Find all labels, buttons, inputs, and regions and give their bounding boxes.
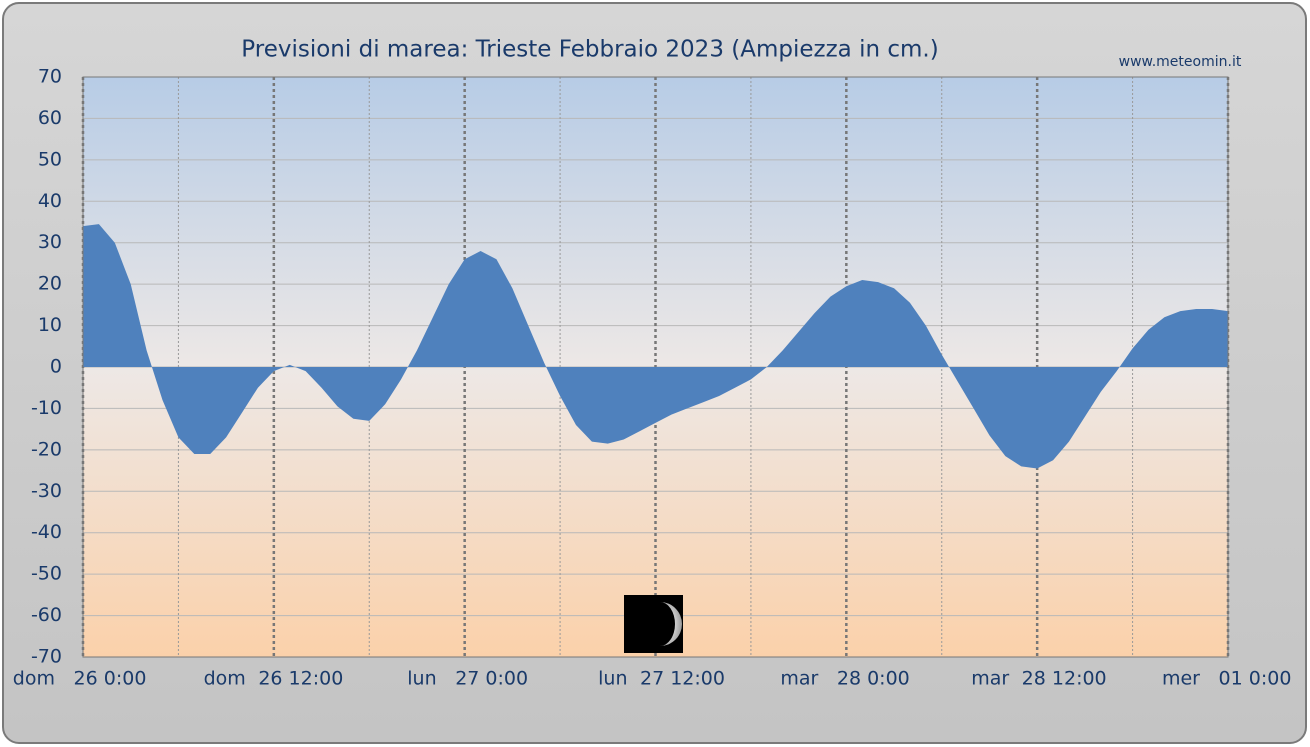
x-tick-day: lun [407, 668, 436, 690]
y-tick-label: 40 [38, 190, 62, 212]
x-tick-day: lun [598, 668, 627, 690]
y-tick-label: -70 [31, 646, 62, 668]
x-tick-day: dom [13, 668, 55, 690]
x-tick-day: mer [1162, 668, 1200, 690]
x-tick-label: 26 12:00 [258, 668, 343, 690]
source: www.meteomin.it [1119, 54, 1242, 70]
tide-area [83, 224, 1228, 469]
y-tick-label: -10 [31, 397, 62, 419]
x-tick-day: mar [780, 668, 818, 690]
y-tick-label: 70 [38, 66, 62, 88]
y-tick-label: -40 [31, 521, 62, 543]
x-tick-label: 27 0:00 [455, 668, 528, 690]
x-tick-day: dom [204, 668, 246, 690]
x-tick-label: 26 0:00 [74, 668, 147, 690]
plot-border [82, 76, 1229, 658]
y-tick-label: 0 [50, 356, 62, 378]
y-tick-label: -30 [31, 480, 62, 502]
x-tick-label: 27 12:00 [640, 668, 725, 690]
y-tick-label: 50 [38, 148, 62, 170]
y-tick-label: 10 [38, 314, 62, 336]
y-tick-label: 20 [38, 273, 62, 295]
x-tick-label: 28 0:00 [837, 668, 910, 690]
y-tick-label: 60 [38, 107, 62, 129]
moon-icon [624, 595, 683, 653]
x-tick-label: 01 0:00 [1219, 668, 1292, 690]
x-tick-label: 28 12:00 [1022, 668, 1107, 690]
y-tick-label: 30 [38, 231, 62, 253]
y-tick-label: -20 [31, 438, 62, 460]
chart-title: Previsioni di marea: Trieste Febbraio 20… [241, 37, 938, 63]
y-tick-label: -50 [31, 563, 62, 585]
x-tick-day: mar [971, 668, 1009, 690]
y-tick-label: -60 [31, 604, 62, 626]
